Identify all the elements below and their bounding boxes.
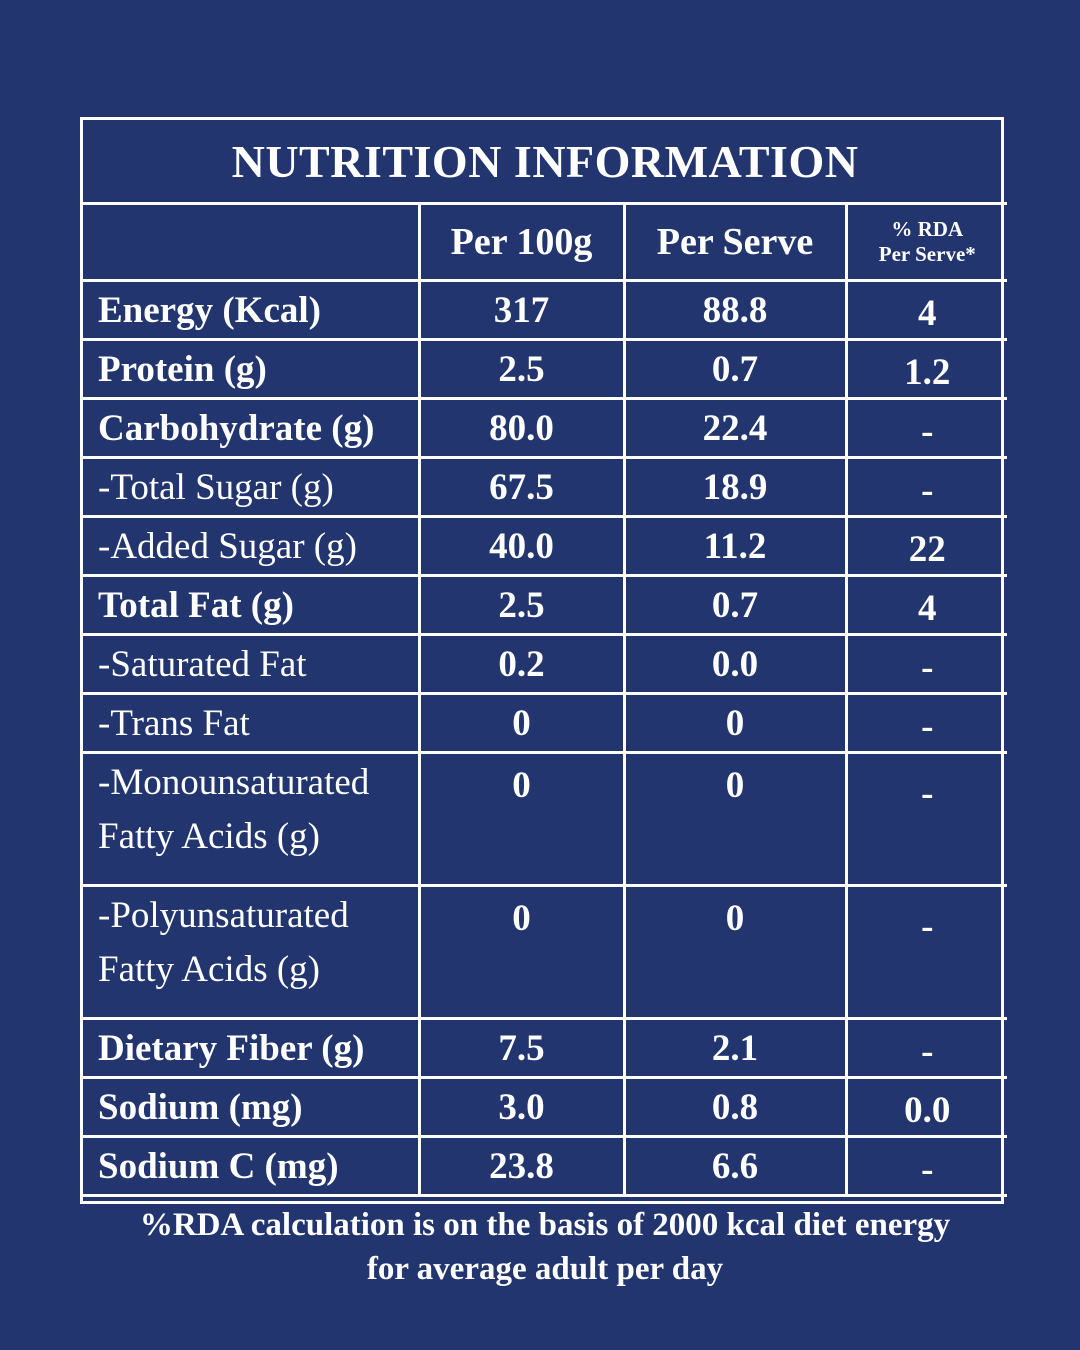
header-rda: % RDA Per Serve*: [844, 202, 1008, 282]
value-per-100g: 2.5: [417, 338, 626, 400]
header-per-serve: Per Serve: [622, 202, 848, 282]
value-per-serve: 0: [622, 884, 848, 1020]
row-label-line1: -Polyunsaturated: [98, 895, 349, 936]
table-title: NUTRITION INFORMATION: [83, 120, 1008, 205]
value-rda: 1.2: [844, 338, 1008, 400]
value-rda: 22: [844, 515, 1008, 577]
row-label: -Saturated Fat: [83, 633, 421, 695]
value-per-serve: 0.8: [622, 1076, 848, 1138]
table-row: -Added Sugar (g) 40.0 11.2 22: [83, 515, 1008, 577]
nutrition-table: NUTRITION INFORMATION Per 100g Per Serve…: [83, 120, 1008, 1297]
value-rda: -: [844, 751, 1008, 887]
table-row: Carbohydrate (g) 80.0 22.4 -: [83, 397, 1008, 459]
value-per-100g: 0: [417, 692, 626, 754]
table-row: -Monounsaturated Fatty Acids (g) 0 0 -: [83, 751, 1008, 887]
row-label: Dietary Fiber (g): [83, 1017, 421, 1079]
row-label-line1: -Monounsaturated: [98, 762, 370, 803]
value-rda: -: [844, 1135, 1008, 1197]
value-rda: -: [844, 397, 1008, 459]
value-per-100g: 3.0: [417, 1076, 626, 1138]
value-per-100g: 23.8: [417, 1135, 626, 1197]
row-label: Total Fat (g): [83, 574, 421, 636]
row-label-line2: Fatty Acids (g): [98, 816, 320, 857]
value-per-serve: 0.7: [622, 338, 848, 400]
value-per-100g: 80.0: [417, 397, 626, 459]
footnote-line2: for average adult per day: [366, 1251, 724, 1287]
table-row: Sodium (mg) 3.0 0.8 0.0: [83, 1076, 1008, 1138]
table-row: -Total Sugar (g) 67.5 18.9 -: [83, 456, 1008, 518]
table-row: Energy (Kcal) 317 88.8 4: [83, 279, 1008, 341]
value-per-serve: 22.4: [622, 397, 848, 459]
row-label: -Added Sugar (g): [83, 515, 421, 577]
rda-footnote: %RDA calculation is on the basis of 2000…: [83, 1194, 1008, 1297]
header-per-100g: Per 100g: [417, 202, 626, 282]
row-label: -Polyunsaturated Fatty Acids (g): [83, 884, 421, 1020]
table-row: Sodium C (mg) 23.8 6.6 -: [83, 1135, 1008, 1197]
row-label: Energy (Kcal): [83, 279, 421, 341]
row-label: Protein (g): [83, 338, 421, 400]
value-rda: -: [844, 692, 1008, 754]
value-per-100g: 317: [417, 279, 626, 341]
value-rda: -: [844, 884, 1008, 1020]
row-label: Carbohydrate (g): [83, 397, 421, 459]
value-per-serve: 0: [622, 692, 848, 754]
value-rda: -: [844, 633, 1008, 695]
value-per-serve: 88.8: [622, 279, 848, 341]
value-rda: -: [844, 1017, 1008, 1079]
value-rda: 4: [844, 574, 1008, 636]
table-row: Protein (g) 2.5 0.7 1.2: [83, 338, 1008, 400]
table-row: -Saturated Fat 0.2 0.0 -: [83, 633, 1008, 695]
value-per-100g: 0: [417, 751, 626, 887]
table-row: Dietary Fiber (g) 7.5 2.1 -: [83, 1017, 1008, 1079]
header-rda-line2: Per Serve*: [878, 242, 976, 266]
header-rda-line1: % RDA: [891, 217, 964, 241]
header-empty: [83, 202, 421, 282]
row-label-line2: Fatty Acids (g): [98, 949, 320, 990]
value-per-serve: 2.1: [622, 1017, 848, 1079]
header-row: Per 100g Per Serve % RDA Per Serve*: [83, 202, 1008, 282]
row-label: -Trans Fat: [83, 692, 421, 754]
value-per-serve: 18.9: [622, 456, 848, 518]
row-label: Sodium C (mg): [83, 1135, 421, 1197]
value-per-100g: 7.5: [417, 1017, 626, 1079]
value-rda: 0.0: [844, 1076, 1008, 1138]
table-row: -Polyunsaturated Fatty Acids (g) 0 0 -: [83, 884, 1008, 1020]
value-per-serve: 11.2: [622, 515, 848, 577]
value-per-100g: 0: [417, 884, 626, 1020]
row-label: Sodium (mg): [83, 1076, 421, 1138]
value-per-serve: 6.6: [622, 1135, 848, 1197]
value-per-100g: 0.2: [417, 633, 626, 695]
table-row: Total Fat (g) 2.5 0.7 4: [83, 574, 1008, 636]
table-row: -Trans Fat 0 0 -: [83, 692, 1008, 754]
row-label: -Total Sugar (g): [83, 456, 421, 518]
value-rda: -: [844, 456, 1008, 518]
value-per-100g: 40.0: [417, 515, 626, 577]
value-per-serve: 0.7: [622, 574, 848, 636]
value-per-100g: 2.5: [417, 574, 626, 636]
row-label: -Monounsaturated Fatty Acids (g): [83, 751, 421, 887]
value-per-100g: 67.5: [417, 456, 626, 518]
value-per-serve: 0.0: [622, 633, 848, 695]
footnote-line1: %RDA calculation is on the basis of 2000…: [139, 1207, 951, 1243]
value-rda: 4: [844, 279, 1008, 341]
nutrition-panel: NUTRITION INFORMATION Per 100g Per Serve…: [80, 117, 1008, 1297]
value-per-serve: 0: [622, 751, 848, 887]
